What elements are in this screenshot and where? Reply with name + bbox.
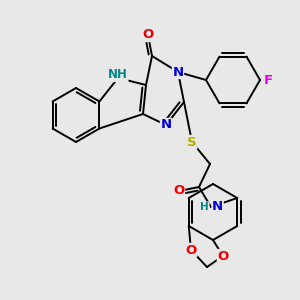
Text: N: N [212, 200, 223, 214]
Text: F: F [263, 74, 273, 86]
Text: H: H [200, 202, 209, 212]
Text: O: O [142, 28, 154, 41]
Text: NH: NH [108, 68, 128, 82]
Text: O: O [218, 250, 229, 262]
Text: N: N [172, 65, 184, 79]
Text: N: N [160, 118, 172, 131]
Text: O: O [185, 244, 197, 256]
Text: O: O [173, 184, 184, 197]
Text: S: S [187, 136, 197, 148]
